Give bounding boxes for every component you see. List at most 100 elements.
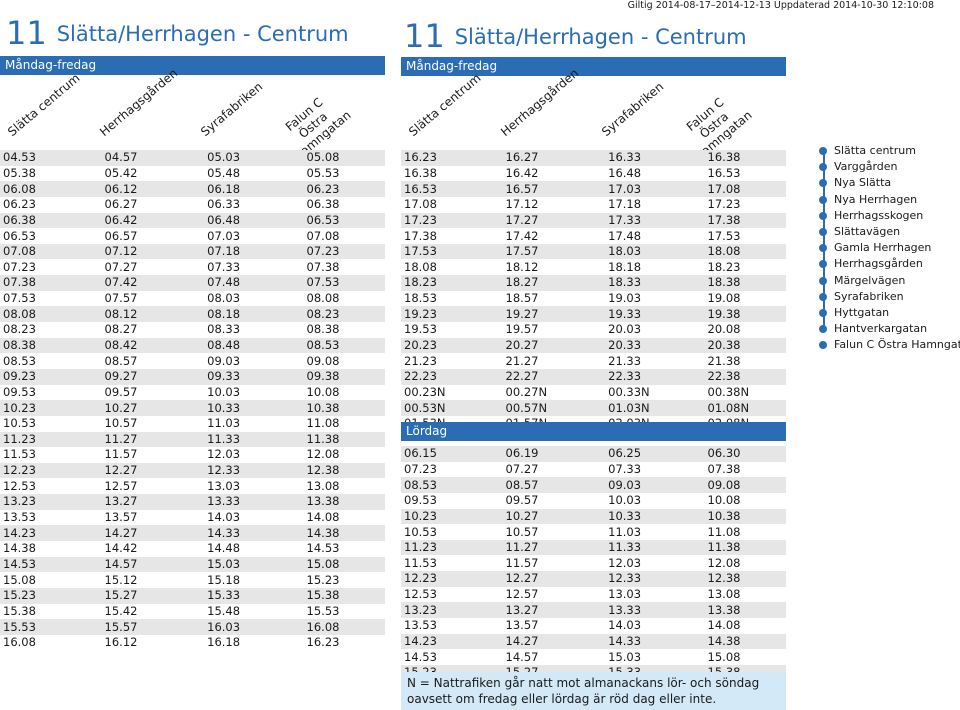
time-cell: 16.08 [303,619,385,635]
time-cell: 08.33 [204,322,304,338]
time-cell: 13.53 [0,509,102,526]
table-row: 13.23 13.27 13.33 13.38 [0,494,385,510]
time-cell: 15.53 [303,603,385,620]
time-cell: 16.48 [605,165,705,182]
table-row: 07.08 07.12 07.18 07.23 [0,243,385,260]
time-cell: 00.57N [502,400,606,416]
time-cell: 17.57 [502,243,606,260]
time-cell: 17.38 [704,212,786,229]
time-cell: 22.38 [704,368,786,385]
time-cell: 06.23 [303,181,385,197]
time-cell: 00.23N [401,384,503,401]
time-cell: 07.38 [0,275,102,291]
section-weekday-right: Måndag-fredag [401,57,786,76]
time-cell: 16.27 [502,150,606,166]
time-cell: 04.53 [0,150,102,166]
route-line [823,149,825,327]
stop-dot-icon [819,179,827,188]
stop-list: Slätta centrum Varggården Nya Slätta Nya He… [818,143,960,353]
time-cell: 08.03 [204,290,304,307]
time-cell: 15.57 [101,619,205,635]
stop-item: Nya Herrhagen [818,192,960,208]
table-row: 14.53 14.57 15.03 15.08 [0,556,385,573]
time-cell: 21.33 [605,353,705,369]
time-cell: 12.33 [204,462,304,479]
time-cell: 19.38 [704,306,786,323]
time-cell: 13.57 [101,509,205,526]
table-row: 14.38 14.42 14.48 14.53 [0,541,385,557]
time-cell: 17.42 [502,228,606,244]
table-row: 15.08 15.12 15.18 15.23 [0,572,385,588]
time-cell: 07.08 [303,228,385,244]
table-row: 07.38 07.42 07.48 07.53 [0,275,385,291]
time-cell: 13.08 [704,586,786,603]
time-cell: 01.08N [704,400,786,416]
night-traffic-note: N = Nattrafiken går natt mot almanackans… [401,672,786,710]
stop-item: Varggården [818,159,960,175]
table-row: 06.23 06.27 06.33 06.38 [0,196,385,213]
time-cell: 07.33 [605,461,705,478]
route-number: 11 [404,17,445,55]
time-cell: 05.48 [204,165,304,182]
time-cell: 08.57 [502,477,606,493]
time-cell: 14.53 [0,556,102,573]
time-cell: 09.57 [502,492,606,509]
time-cell: 07.33 [204,259,304,276]
time-cell: 15.53 [0,619,102,635]
stop-label: Slätta centrum [834,144,916,157]
time-cell: 11.23 [401,539,503,556]
time-cell: 10.27 [502,508,606,525]
table-row: 10.23 10.27 10.33 10.38 [0,400,385,416]
stop-label: Slättavägen [834,224,901,238]
table-row: 08.53 08.57 09.03 09.08 [0,353,385,369]
time-cell: 06.38 [0,212,102,229]
time-cell: 10.38 [303,400,385,416]
time-cell: 10.03 [204,384,304,401]
time-cell: 07.42 [101,275,205,291]
time-cell: 10.03 [605,492,705,509]
table-row: 19.53 19.57 20.03 20.08 [401,322,786,338]
time-cell: 07.08 [0,243,102,260]
table-row: 07.23 07.27 07.33 07.38 [0,259,385,276]
time-cell: 06.18 [204,181,304,197]
stop-label: Märgelvägen [834,273,906,287]
column-header: Herrhagsgården [97,65,181,139]
time-cell: 09.57 [101,384,205,401]
time-cell: 06.12 [101,181,205,197]
stop-item: Herrhagsgården [818,256,960,272]
time-cell: 10.57 [101,415,205,432]
time-cell: 12.27 [502,571,606,587]
table-row: 05.38 05.42 05.48 05.53 [0,165,385,182]
stop-item: Hyttgatan [818,305,960,321]
time-cell: 13.57 [502,618,606,634]
time-cell: 14.33 [204,525,304,542]
time-cell: 10.57 [502,524,606,540]
table-row: 16.08 16.12 16.18 16.23 [0,634,385,651]
time-cell: 21.38 [704,353,786,369]
stop-item: Herrhagsskogen [818,208,960,224]
time-cell: 10.27 [101,400,205,416]
table-row: 07.53 07.57 08.03 08.08 [0,290,385,307]
timetable-saturday: 06.15 06.19 06.25 06.30 07.23 07.27 07.33 07.38… [401,446,786,681]
stop-label: Nya Slätta [834,176,892,190]
time-cell: 18.08 [704,243,786,260]
time-cell: 16.38 [704,150,786,166]
table-row: 09.53 09.57 10.03 10.08 [401,492,786,509]
time-cell: 08.08 [0,306,102,323]
table-row: 12.23 12.27 12.33 12.38 [0,462,385,479]
stop-label: Gamla Herrhagen [834,241,932,255]
table-row: 12.53 12.57 13.03 13.08 [0,478,385,495]
time-cell: 18.38 [704,275,786,291]
time-cell: 16.12 [101,634,205,651]
time-cell: 12.08 [303,447,385,463]
section-saturday: Lördag [401,422,786,441]
table-row: 06.15 06.19 06.25 06.30 [401,446,786,462]
time-cell: 19.03 [605,290,705,307]
time-cell: 06.15 [401,446,503,462]
time-cell: 09.33 [204,368,304,385]
time-cell: 18.23 [704,259,786,276]
time-cell: 20.33 [605,337,705,354]
table-row: 11.53 11.57 12.03 12.08 [0,447,385,463]
time-cell: 18.08 [401,259,503,276]
time-cell: 13.38 [303,494,385,510]
